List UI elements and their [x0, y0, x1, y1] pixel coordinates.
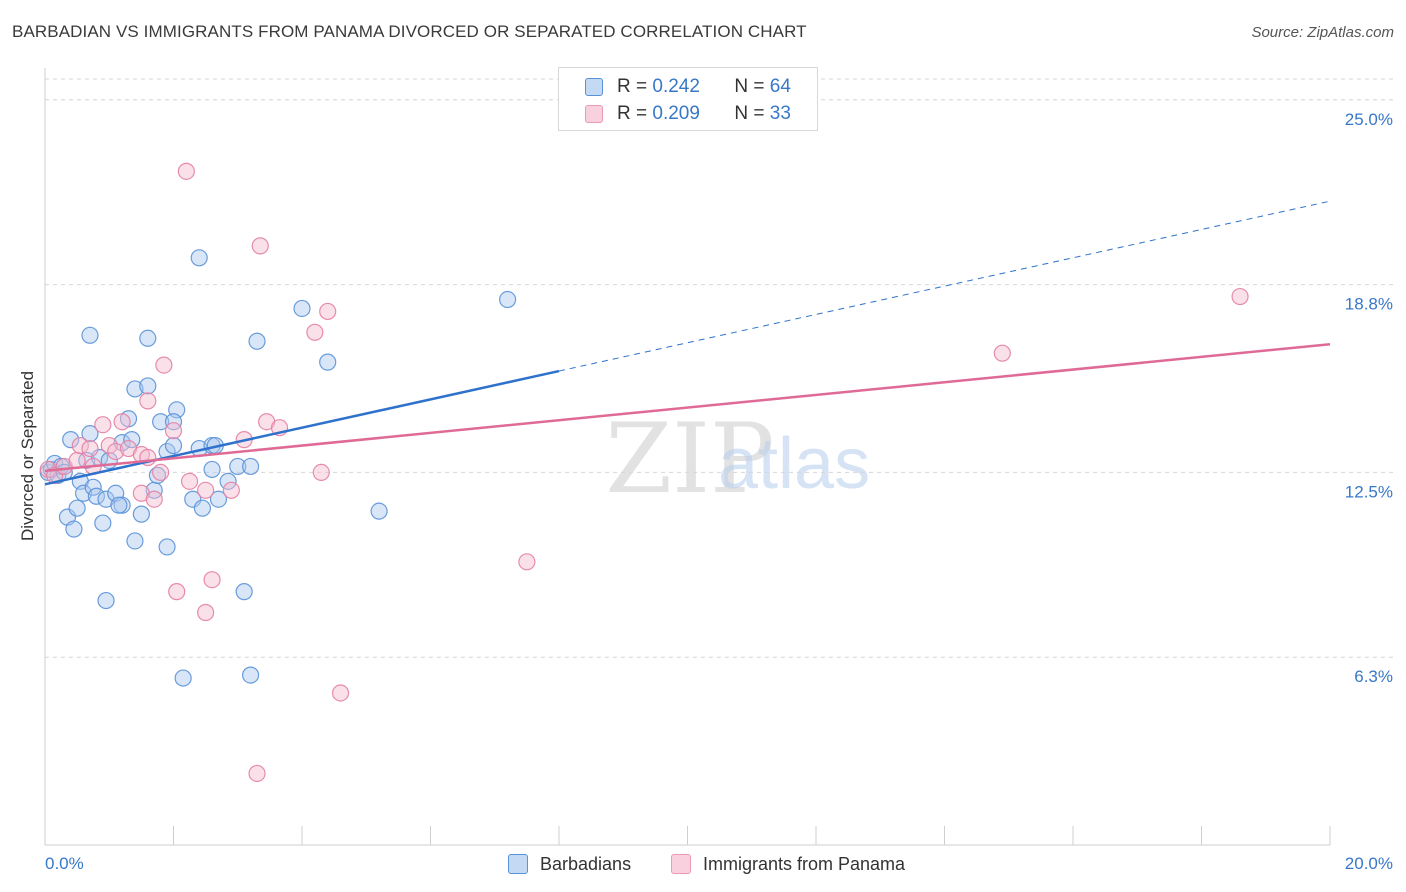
panama-point [180, 472, 199, 490]
x-tick-label: 0.0% [45, 854, 84, 873]
legend-n-label: N = [734, 103, 765, 124]
barbadian-point [97, 591, 115, 610]
panama-point [177, 162, 195, 180]
barbadian-point [164, 413, 183, 431]
barbadian-point [65, 520, 83, 538]
barbadian-point [139, 329, 157, 347]
legend-n-value: 64 [769, 76, 791, 97]
panama-point [71, 436, 89, 455]
barbadian-point [110, 496, 128, 514]
panama-point [222, 481, 240, 499]
barbadian-point [152, 413, 170, 431]
source-label: Source: ZipAtlas.com [1251, 24, 1394, 41]
barbadian-point [242, 666, 260, 684]
panama-point [251, 237, 269, 255]
barbadian-point [68, 499, 86, 517]
legend-r-value: 0.209 [652, 103, 700, 124]
barbadian-point [81, 326, 99, 344]
barbadian-trend-extension [558, 200, 1331, 372]
barbadian-point [94, 514, 112, 532]
barbadian-point [126, 380, 144, 398]
barbadian-point [229, 457, 247, 476]
barbadian-point [219, 472, 237, 490]
panama-point [1231, 287, 1249, 306]
panama-point [197, 603, 215, 622]
barbadian-point [84, 478, 102, 496]
bottom-legend-label: Immigrants from Panama [703, 853, 906, 874]
legend-n-label: N = [734, 76, 765, 97]
legend-row-panama: R = 0.209 N = 33 [585, 102, 791, 126]
y-tick-label: 12.5% [1345, 482, 1393, 501]
barbadian-point [62, 431, 80, 449]
bottom-legend-swatch-pink [671, 854, 691, 874]
panama-point [203, 571, 221, 589]
panama-point [145, 490, 163, 508]
barbadian-point [158, 538, 176, 556]
chart-title: BARBADIAN VS IMMIGRANTS FROM PANAMA DIVO… [12, 22, 807, 41]
barbadian-point [113, 433, 131, 452]
legend-r-label: R = [617, 103, 648, 124]
barbadian-point [248, 332, 266, 350]
bottom-legend-swatch-blue [508, 854, 528, 874]
barbadian-point [139, 377, 157, 395]
panama-point [331, 684, 350, 702]
y-axis-label: Divorced or Separated [18, 370, 37, 542]
panama-point [306, 323, 324, 341]
panama-point [139, 392, 157, 410]
legend-r-value: 0.242 [652, 76, 700, 97]
barbadian-point [81, 425, 99, 443]
barbadian-point [123, 431, 141, 449]
barbadian-point [370, 502, 388, 520]
panama-point [100, 436, 118, 455]
barbadian-point [87, 487, 106, 505]
y-tick-label: 25.0% [1345, 110, 1393, 129]
panama-point [81, 439, 99, 458]
panama-point [164, 422, 183, 440]
barbadian-point [293, 299, 311, 318]
watermark-atlas: atlas [718, 424, 870, 504]
barbadian-point [164, 436, 183, 455]
x-tick-label: 20.0% [1345, 854, 1393, 873]
panama-point [155, 356, 173, 374]
panama-point [993, 344, 1011, 362]
y-tick-label: 18.8% [1345, 295, 1393, 314]
barbadian-point [190, 249, 208, 267]
barbadian-point [126, 532, 144, 550]
legend-row-barbadians: R = 0.242 N = 64 [585, 75, 791, 99]
bottom-legend-panama: Immigrants from Panama [671, 851, 905, 877]
panama-point [319, 302, 337, 321]
panama-trend-line [44, 342, 1331, 473]
panama-point [312, 463, 330, 482]
correlation-legend: R = 0.242 N = 64 R = 0.209 N = 33 [558, 67, 818, 131]
panama-point [152, 463, 170, 482]
legend-swatch-blue [585, 78, 603, 96]
barbadian-point [242, 457, 260, 476]
panama-point [94, 416, 112, 434]
panama-point [518, 553, 536, 571]
barbadian-point [499, 290, 517, 309]
barbadian-point [174, 669, 192, 687]
barbadian-point [319, 353, 337, 371]
legend-swatch-pink [585, 105, 603, 123]
panama-point [113, 413, 131, 431]
panama-point [248, 764, 266, 783]
legend-r-label: R = [617, 76, 648, 97]
barbadian-trend-line [44, 369, 560, 486]
bottom-legend-barbadians: Barbadians [508, 851, 631, 877]
bottom-legend-label: Barbadians [540, 853, 632, 874]
panama-point [107, 442, 125, 461]
legend-n-value: 33 [769, 103, 791, 124]
barbadian-point [235, 583, 253, 601]
watermark-zip: ZIP [605, 403, 774, 515]
panama-point [168, 583, 186, 601]
barbadian-point [132, 505, 150, 523]
barbadian-point [74, 484, 93, 502]
barbadian-point [203, 460, 221, 479]
panama-point [197, 481, 215, 499]
y-tick-label: 6.3% [1354, 667, 1393, 686]
barbadian-point [193, 499, 212, 517]
barbadian-point [209, 490, 228, 508]
barbadian-point [148, 466, 167, 484]
